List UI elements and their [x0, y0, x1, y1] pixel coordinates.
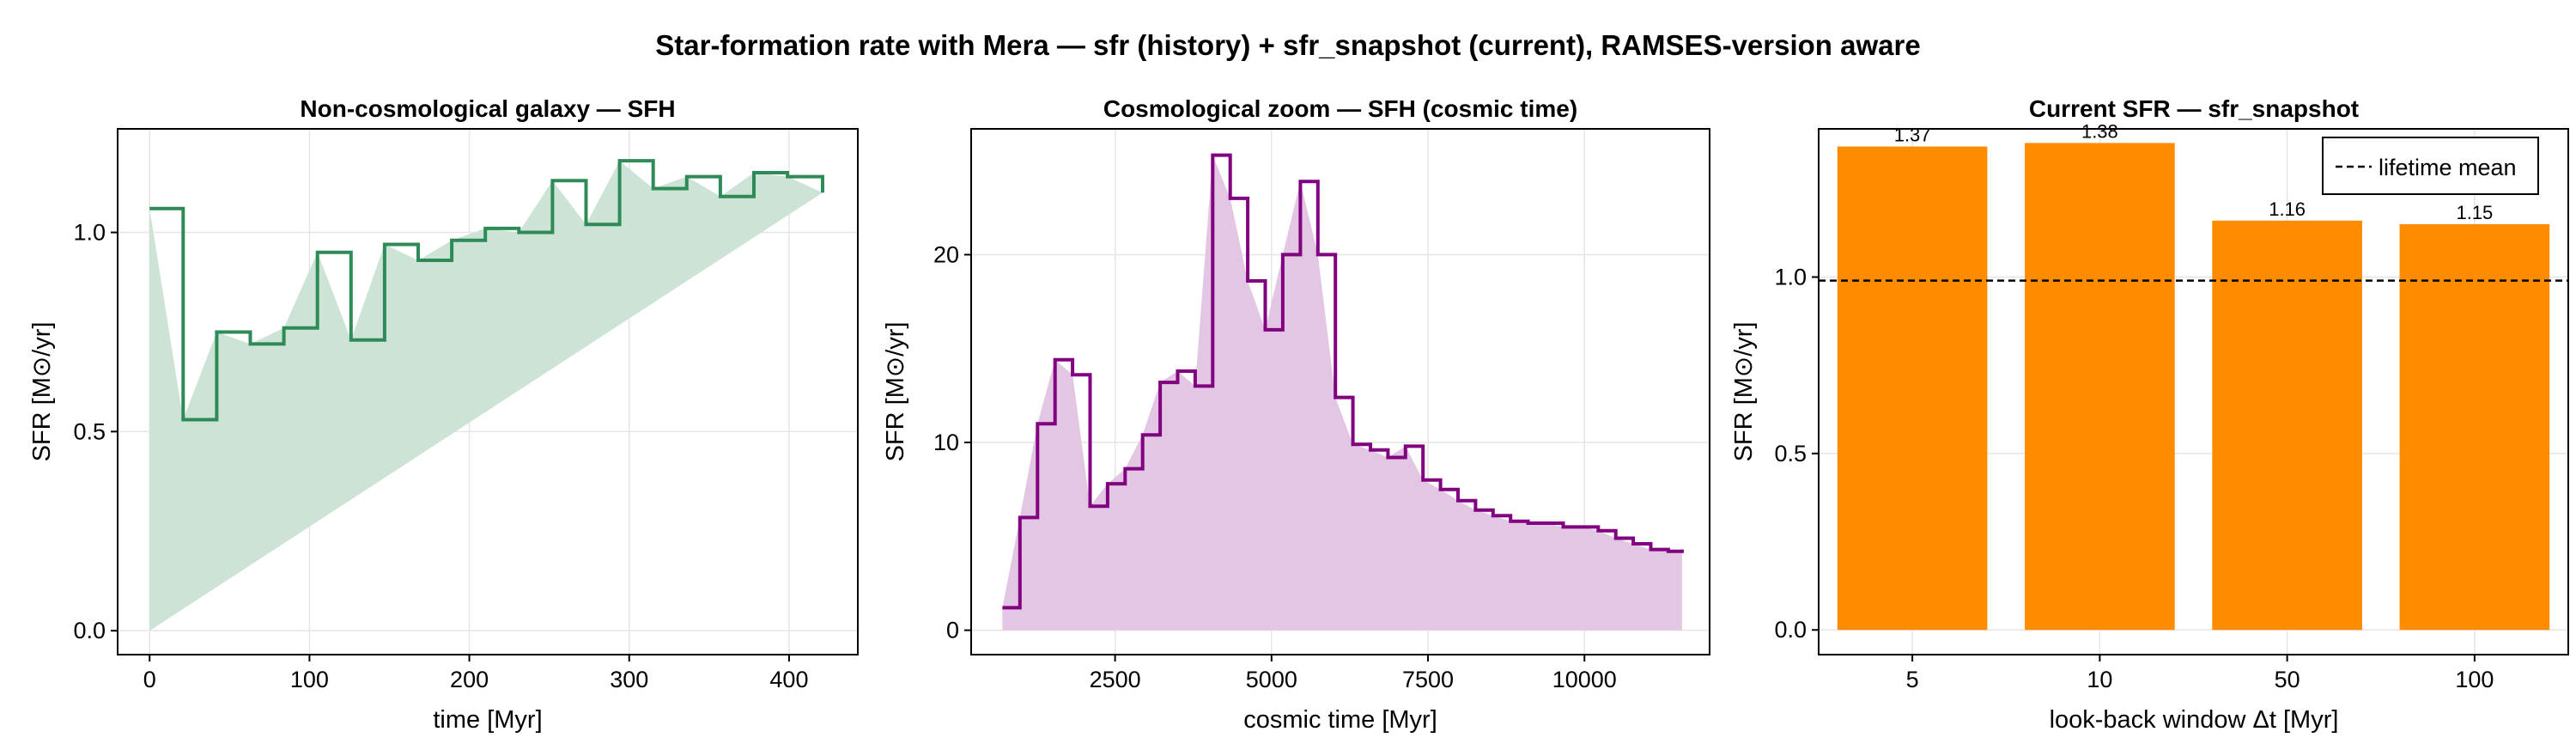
y-tick-label: 1.0	[73, 220, 106, 246]
y-tick-label: 0	[946, 618, 959, 643]
y-axis-label: SFR [M⊙/yr]	[882, 322, 909, 462]
x-tick-label: 50	[2275, 667, 2300, 692]
x-tick-label: 5	[1906, 667, 1919, 692]
x-tick-label: 5000	[1246, 667, 1297, 692]
x-ticks: 2500 5000 7500 10000	[1090, 655, 1617, 692]
panel-title: Current SFR — sfr_snapshot	[2029, 95, 2359, 122]
x-tick-label: 100	[2455, 667, 2494, 692]
y-axis-label: SFR [M⊙/yr]	[28, 322, 56, 462]
panel-title: Non-cosmological galaxy — SFH	[300, 95, 675, 122]
legend-label: lifetime mean	[2379, 155, 2517, 180]
area-fill	[1002, 155, 1682, 631]
x-tick-label: 7500	[1402, 667, 1454, 692]
y-tick-label: 20	[933, 241, 959, 267]
x-tick-label: 10	[2087, 667, 2112, 692]
y-tick-label: 0.0	[73, 618, 106, 643]
x-tick-label: 10000	[1552, 667, 1617, 692]
panel-sfh-galaxy: Non-cosmological galaxy — SFH 0 100 200 300…	[28, 95, 859, 734]
x-axis-label: look-back window Δt [Myr]	[2050, 706, 2339, 734]
x-tick-label: 100	[290, 667, 329, 692]
y-axis-label: SFR [M⊙/yr]	[1730, 322, 1758, 462]
bar	[2025, 143, 2175, 631]
x-tick-label: 0	[143, 667, 156, 692]
y-ticks: 0 10 20	[933, 241, 971, 643]
data-layer: 1.37 1.38 1.16 1.15	[1819, 120, 2568, 631]
bar-data-label: 1.38	[2081, 120, 2118, 142]
panel-current-sfr: Current SFR — sfr_snapshot 1.37 1.381.16 1…	[1730, 95, 2569, 734]
x-axis-label: time [Myr]	[433, 706, 542, 734]
plot-frame	[1818, 128, 2569, 655]
data-layer	[149, 159, 824, 631]
x-tick-label: 400	[769, 667, 808, 692]
y-tick-label: 1.0	[1774, 265, 1807, 290]
x-tick-label: 2500	[1090, 667, 1141, 692]
x-axis-label: cosmic time [Myr]	[1243, 706, 1437, 734]
legend: lifetime mean	[2322, 137, 2539, 195]
plot-frame	[970, 128, 1710, 655]
x-tick-label: 300	[610, 667, 648, 692]
y-tick-label: 0.5	[1774, 441, 1807, 466]
y-ticks: 0.0 0.5 1.0	[73, 220, 118, 643]
y-ticks: 0.0 0.5 1.0	[1774, 265, 1819, 643]
step-line	[149, 159, 824, 422]
x-ticks: 5 10 50 100	[1906, 655, 2494, 692]
bar	[2212, 220, 2362, 631]
bar	[2399, 223, 2550, 631]
plot-frame	[117, 128, 859, 655]
step-line	[1002, 153, 1684, 610]
x-ticks: 0 100 200 300 400	[143, 655, 808, 692]
data-layer	[1002, 153, 1684, 631]
x-tick-label: 200	[450, 667, 489, 692]
bar	[1837, 146, 1988, 631]
bar-data-label: 1.16	[2269, 198, 2306, 220]
panel-sfh-cosmic: Cosmological zoom — SFH (cosmic time) 25…	[882, 95, 1710, 734]
figure-title: Star-formation rate with Mera — sfr (his…	[655, 29, 1920, 61]
y-tick-label: 10	[933, 430, 959, 455]
y-tick-label: 0.0	[1774, 617, 1807, 643]
bar-data-label: 1.37	[1894, 125, 1931, 146]
panel-title: Cosmological zoom — SFH (cosmic time)	[1103, 95, 1577, 122]
y-tick-label: 0.5	[73, 418, 106, 444]
bar-data-label: 1.15	[2456, 202, 2493, 223]
